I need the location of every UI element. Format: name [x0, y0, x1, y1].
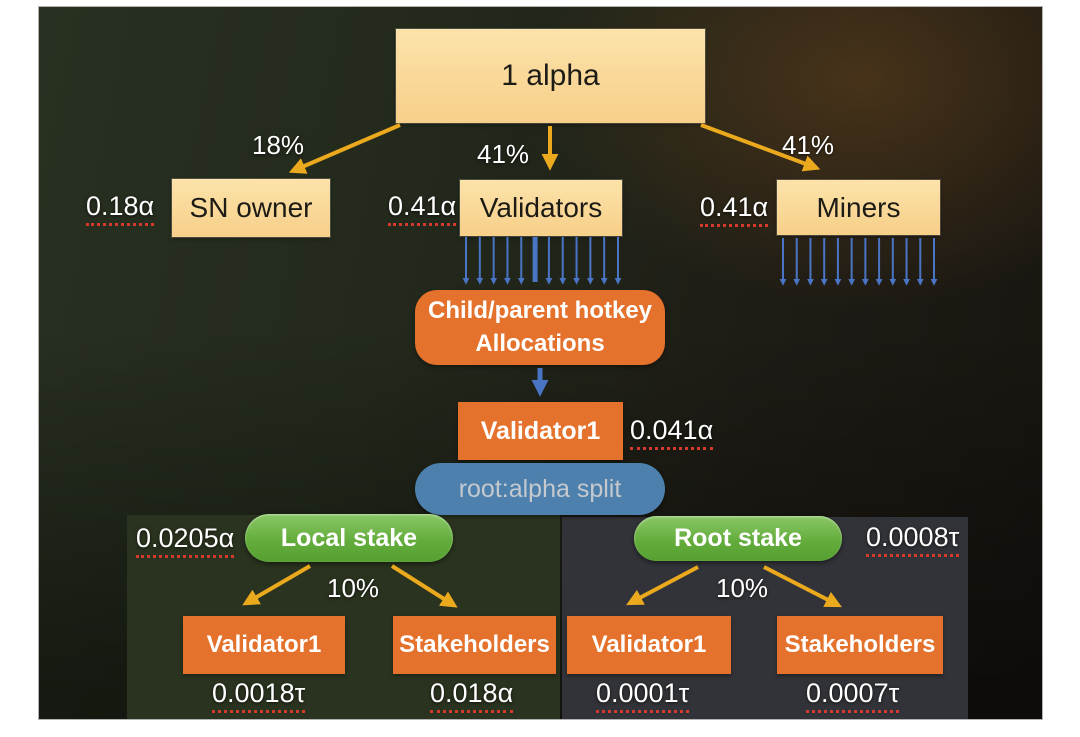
- root-validator1-box: Validator1: [567, 616, 731, 674]
- percent-miners: 41%: [782, 130, 835, 160]
- sn-owner-box: SN owner: [172, 179, 330, 237]
- sn-owner-label: SN owner: [189, 192, 313, 223]
- one-alpha-box: 1 alpha: [396, 29, 705, 123]
- amount-validators: 0.41α: [388, 191, 457, 226]
- amount-root-stake: 0.0008τ: [866, 522, 960, 557]
- amount-sn-owner: 0.18α: [86, 191, 155, 226]
- local-stake-pill: Local stake: [245, 514, 453, 562]
- percent-validators: 41%: [477, 139, 530, 169]
- amount-miners: 0.41α: [700, 192, 769, 227]
- root-stake-pill: Root stake: [634, 516, 842, 561]
- percent-root: 10%: [716, 573, 769, 603]
- amount-local-validator1: 0.0018τ: [212, 678, 306, 713]
- validator1-box: Validator1: [458, 402, 623, 460]
- hotkey-line2: Allocations: [475, 329, 605, 357]
- child-parent-hotkey-box: Child/parent hotkey Allocations: [415, 290, 665, 365]
- validators-label: Validators: [479, 192, 603, 223]
- root-stakeholders-box: Stakeholders: [777, 616, 943, 674]
- root-validator1-label: Validator1: [591, 631, 707, 658]
- local-validator1-box: Validator1: [183, 616, 345, 674]
- percent-sn-owner: 18%: [252, 130, 305, 160]
- local-stake-label: Local stake: [280, 523, 418, 552]
- root-stake-label: Root stake: [674, 524, 802, 552]
- validators-box: Validators: [460, 180, 622, 236]
- amount-root-validator1: 0.0001τ: [596, 678, 690, 713]
- hotkey-line1: Child/parent hotkey: [427, 297, 653, 325]
- amount-local-stakeholders: 0.018α: [430, 678, 514, 713]
- root-alpha-split-box: root:alpha split: [415, 463, 665, 515]
- miners-label: Miners: [816, 191, 901, 223]
- root-alpha-split-label: root:alpha split: [458, 474, 622, 503]
- amount-root-stakeholders: 0.0007τ: [806, 678, 900, 713]
- validator1-label: Validator1: [480, 416, 601, 445]
- local-stakeholders-box: Stakeholders: [393, 616, 556, 674]
- root-stakeholders-label: Stakeholders: [784, 631, 936, 658]
- local-validator1-label: Validator1: [206, 631, 322, 658]
- percent-local: 10%: [327, 573, 380, 603]
- miners-box: Miners: [777, 180, 940, 235]
- one-alpha-label: 1 alpha: [501, 59, 600, 92]
- local-stakeholders-label: Stakeholders: [399, 631, 550, 658]
- amount-validator1: 0.041α: [630, 415, 714, 450]
- amount-local-stake: 0.0205α: [136, 523, 235, 558]
